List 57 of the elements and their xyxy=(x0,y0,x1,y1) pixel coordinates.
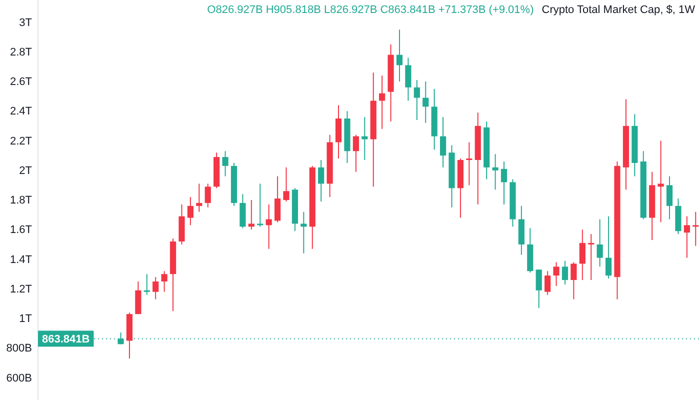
candlestick xyxy=(248,200,254,230)
candlestick xyxy=(362,116,368,160)
y-tick-label: 1.2T xyxy=(10,283,32,296)
candlestick xyxy=(300,211,307,254)
candlestick xyxy=(240,194,246,229)
candlestick xyxy=(152,276,159,300)
y-tick-label: 800B xyxy=(6,342,32,355)
candlestick xyxy=(257,183,264,228)
candlestick xyxy=(492,154,498,190)
y-tick-label: 1.6T xyxy=(10,224,32,236)
candlestick xyxy=(266,204,272,250)
candlestick xyxy=(579,229,586,280)
candlestick xyxy=(379,75,386,130)
candlestick xyxy=(135,280,142,315)
candlestick xyxy=(196,183,202,212)
candlestick xyxy=(588,234,594,280)
candlestick xyxy=(500,160,508,205)
chart-title: Crypto Total Market Cap, $, 1W xyxy=(542,4,696,16)
y-tick-label: 2.2T xyxy=(10,135,32,148)
candlestick xyxy=(144,274,150,296)
candlestick xyxy=(161,270,168,292)
y-tick-label: 2.8T xyxy=(10,46,32,58)
y-tick-label: 1.8T xyxy=(10,194,32,207)
candlestick xyxy=(692,211,699,246)
candlestick xyxy=(605,216,612,280)
candlestick xyxy=(596,218,603,268)
candlestick xyxy=(570,262,577,300)
y-tick-label: 2.6T xyxy=(10,76,32,88)
candlestick xyxy=(187,196,194,226)
candlestick xyxy=(658,140,664,223)
candlestick xyxy=(422,80,429,124)
candlestick xyxy=(335,104,342,160)
candlestick xyxy=(466,142,472,186)
candlestick xyxy=(536,269,542,309)
y-tick-label: 1T xyxy=(19,313,32,326)
candlestick xyxy=(684,216,690,258)
candlestick xyxy=(318,160,324,202)
y-tick-label: 600B xyxy=(6,372,32,384)
candlestick xyxy=(352,134,359,172)
candlestick xyxy=(204,183,211,208)
y-tick-label: 3T xyxy=(19,16,32,29)
y-tick-label: 1.4T xyxy=(10,254,32,266)
chart-subtitle: O826.927B H905.818B L826.927B C863.841B +71.373B (+9.01%) xyxy=(207,4,534,16)
candlestick xyxy=(222,150,228,177)
candlestick xyxy=(274,176,281,223)
ref-line-label: 863.841B xyxy=(42,334,90,346)
candlestick xyxy=(405,57,412,102)
candlestick xyxy=(666,176,673,220)
candlestick xyxy=(440,116,446,168)
y-tick-label: 2.4T xyxy=(10,106,32,118)
candlestick xyxy=(283,166,290,202)
candlestick xyxy=(553,262,560,286)
candlestick xyxy=(562,260,568,285)
candlestick xyxy=(414,80,420,120)
y-tick-label: 2T xyxy=(19,164,32,177)
candlestick xyxy=(544,270,551,296)
candlestick xyxy=(396,29,403,82)
